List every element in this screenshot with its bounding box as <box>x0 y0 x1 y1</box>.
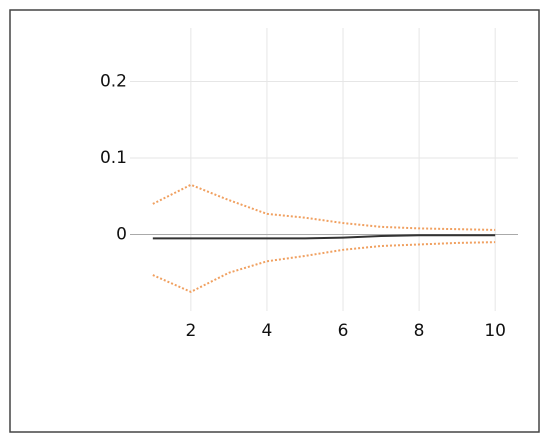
y-tick-label: 0.1 <box>100 148 127 168</box>
x-tick-label: 2 <box>185 321 196 341</box>
y-tick-label: 0 <box>116 225 127 245</box>
y-tick-label: 0.2 <box>100 72 127 92</box>
frame <box>9 9 540 433</box>
x-tick-label: 6 <box>338 321 349 341</box>
series-line <box>152 241 496 293</box>
x-tick-label: 4 <box>262 321 273 341</box>
series-line <box>152 234 496 240</box>
x-tick-label: 8 <box>414 321 425 341</box>
series-line <box>152 183 496 231</box>
x-tick-label: 10 <box>484 321 506 341</box>
